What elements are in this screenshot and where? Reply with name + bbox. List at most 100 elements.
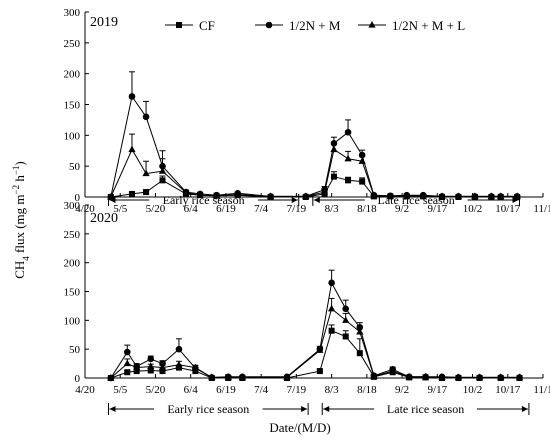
data-point <box>283 373 291 381</box>
data-point <box>266 192 275 199</box>
data-point <box>421 372 430 380</box>
data-point <box>389 367 397 374</box>
data-point <box>158 167 167 174</box>
data-point <box>370 372 378 379</box>
arrow-head-right <box>291 197 298 203</box>
data-point <box>147 367 154 374</box>
series-line <box>110 95 518 198</box>
x-tick-label: 5/5 <box>113 203 128 215</box>
data-point <box>107 193 115 200</box>
x-tick-label: 6/4 <box>184 384 199 396</box>
data-point <box>403 191 411 199</box>
data-point <box>159 368 166 375</box>
x-tick-label: 9/17 <box>428 203 448 215</box>
legend: CF 1/2N + M 1/2N + M + L <box>165 18 465 33</box>
x-tick-label: 11/1 <box>533 203 550 215</box>
data-point <box>438 192 446 199</box>
data-point <box>128 93 136 100</box>
data-point <box>196 191 204 198</box>
series-line <box>110 307 520 379</box>
data-point <box>123 348 131 356</box>
legend-label: 1/2N + M <box>289 18 341 33</box>
arrow-head-right <box>521 406 528 412</box>
x-tick-label: 8/18 <box>357 384 377 396</box>
data-point <box>330 173 337 180</box>
x-tick-label: 9/2 <box>395 203 409 215</box>
data-point <box>143 189 150 196</box>
data-point <box>328 279 335 287</box>
y-tick-label: 250 <box>64 229 81 241</box>
data-point <box>128 190 135 197</box>
late-season-bracket: Late rice season <box>321 402 530 416</box>
x-tick-label: 10/17 <box>495 203 521 215</box>
x-tick-label: 6/19 <box>216 384 236 396</box>
y-tick-label: 150 <box>64 100 81 112</box>
data-point <box>212 191 221 199</box>
x-tick-label: 10/17 <box>495 384 521 396</box>
data-point <box>497 373 505 381</box>
legend-item: 1/2N + M <box>255 18 341 33</box>
data-point <box>475 373 484 381</box>
panel-2020: 0 50 100 150 200 250 300 4/20 5/5 5/20 6/4 6/19 7/4 7… <box>64 200 550 416</box>
data-point <box>405 372 413 380</box>
y-tick-label: 250 <box>64 38 81 50</box>
x-tick-label: 8/18 <box>357 203 377 215</box>
y-tick-label: 300 <box>64 7 81 19</box>
data-point <box>330 145 338 153</box>
x-tick-label: 4/20 <box>75 384 95 396</box>
arrow-head-left <box>323 406 330 412</box>
series-line <box>110 281 520 379</box>
data-point <box>487 192 495 199</box>
y-tick-label: 0 <box>75 373 81 385</box>
data-point <box>342 316 350 323</box>
series-1-2n-m <box>107 71 521 201</box>
data-point <box>328 327 335 334</box>
x-tick-label: 10/2 <box>463 203 483 215</box>
data-point <box>147 362 155 370</box>
data-point <box>454 373 463 381</box>
x-tick-label: 7/19 <box>287 384 307 396</box>
y-tick-label: 50 <box>69 344 81 356</box>
series-1-2n-m <box>107 269 523 382</box>
data-point <box>142 113 150 121</box>
data-point <box>370 191 378 199</box>
x-tick-label: 6/4 <box>184 203 199 215</box>
data-point <box>208 373 216 381</box>
data-point <box>454 192 463 199</box>
early-season-bracket: Early rice season <box>107 402 309 416</box>
data-point <box>158 363 167 371</box>
data-point <box>320 188 329 195</box>
data-point <box>344 154 352 162</box>
legend-label: 1/2N + M + L <box>392 18 465 33</box>
legend-item: 1/2N + M + L <box>358 18 465 33</box>
x-tick-label: 11/1 <box>533 384 550 396</box>
data-point <box>133 368 140 375</box>
data-point <box>358 157 366 164</box>
x-tick-label: 10/2 <box>463 384 483 396</box>
data-point <box>513 192 521 199</box>
data-point <box>147 355 155 363</box>
data-point <box>345 177 352 184</box>
data-point <box>238 373 246 381</box>
legend-marker <box>265 21 273 29</box>
x-tick-label: 6/19 <box>216 203 236 215</box>
data-point <box>438 373 446 381</box>
y-tick-label: 0 <box>75 192 81 204</box>
data-point <box>356 327 364 335</box>
series-line <box>110 148 518 198</box>
data-point <box>419 191 427 199</box>
x-tick-label: 8/3 <box>325 203 340 215</box>
legend-label: CF <box>199 18 215 33</box>
legend-item: CF <box>165 18 215 33</box>
data-point <box>316 368 323 375</box>
x-tick-label: 9/17 <box>428 384 448 396</box>
arrow-head-left <box>313 197 320 203</box>
y-tick-label: 50 <box>69 161 81 173</box>
x-tick-label: 5/20 <box>146 203 166 215</box>
x-tick-label: 7/4 <box>254 384 269 396</box>
data-point <box>175 345 183 353</box>
x-tick-label: 7/19 <box>287 203 307 215</box>
arrow-head-right <box>301 406 308 412</box>
